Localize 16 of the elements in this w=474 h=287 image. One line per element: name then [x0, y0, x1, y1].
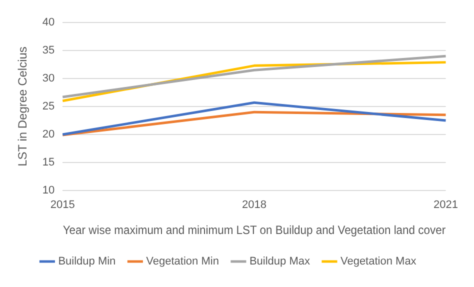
legend-label: Vegetation Max [340, 256, 417, 268]
y-tick-label: 20 [42, 128, 55, 140]
legend-label: Vegetation Min [146, 256, 219, 268]
y-tick-label: 30 [42, 72, 55, 85]
legend-label: Buildup Max [249, 256, 310, 268]
y-axis-title: LST in Degree Celcius [16, 46, 30, 166]
x-tick-label: 2015 [50, 199, 75, 212]
x-axis-title: Year wise maximum and minimum LST on Buildup and Vegetation land cover [62, 224, 446, 238]
x-tick-label: 2018 [242, 199, 266, 212]
y-tick-label: 10 [42, 184, 55, 196]
y-tick-label: 15 [42, 156, 55, 168]
y-tick-label: 35 [42, 44, 55, 57]
y-tick-label: 25 [42, 100, 55, 113]
x-tick-label: 2021 [434, 199, 458, 212]
legend-label: Buildup Min [58, 256, 116, 268]
y-tick-label: 40 [42, 16, 55, 29]
